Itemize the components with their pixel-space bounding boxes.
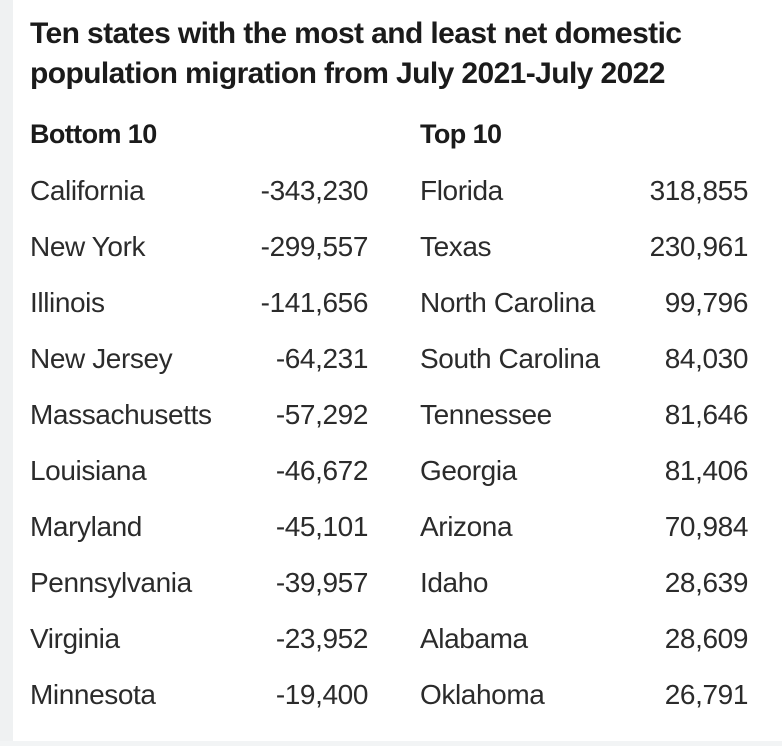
table-row: Minnesota -19,400	[30, 667, 368, 723]
table-columns: Bottom 10 California -343,230 New York -…	[30, 119, 758, 723]
migration-value: 99,796	[664, 287, 749, 319]
top-10-rows: Florida 318,855 Texas 230,961 North Caro…	[420, 163, 748, 723]
migration-value: 81,646	[664, 399, 749, 431]
state-name: Virginia	[30, 623, 120, 655]
state-name: Pennsylvania	[30, 567, 192, 599]
table-row: New Jersey -64,231	[30, 331, 368, 387]
migration-value: -343,230	[260, 175, 369, 207]
migration-value: -141,656	[260, 287, 369, 319]
migration-value: -64,231	[275, 343, 369, 375]
table-row: Idaho 28,639	[420, 555, 748, 611]
state-name: New Jersey	[30, 343, 173, 375]
bottom-10-column: Bottom 10 California -343,230 New York -…	[30, 119, 368, 723]
migration-value: 81,406	[664, 455, 749, 487]
state-name: Alabama	[420, 623, 528, 655]
table-row: Illinois -141,656	[30, 275, 368, 331]
table-row: Oklahoma 26,791	[420, 667, 748, 723]
state-name: Tennessee	[420, 399, 552, 431]
table-row: Georgia 81,406	[420, 443, 748, 499]
migration-value: -299,557	[260, 231, 369, 263]
state-name: Oklahoma	[420, 679, 545, 711]
table-row: North Carolina 99,796	[420, 275, 748, 331]
page-title: Ten states with the most and least net d…	[30, 17, 682, 90]
state-name: North Carolina	[420, 287, 595, 319]
migration-value: -46,672	[275, 455, 369, 487]
migration-value: -19,400	[275, 679, 369, 711]
state-name: Massachusetts	[30, 399, 212, 431]
column-header-top-10: Top 10	[420, 119, 502, 150]
migration-value: -23,952	[275, 623, 369, 655]
migration-value: -39,957	[275, 567, 369, 599]
state-name: Texas	[420, 231, 492, 263]
table-row: Louisiana -46,672	[30, 443, 368, 499]
content-area: Ten states with the most and least net d…	[30, 14, 758, 723]
state-name: Illinois	[30, 287, 105, 319]
migration-value: 28,609	[664, 623, 749, 655]
migration-value: -45,101	[275, 511, 369, 543]
table-row: Tennessee 81,646	[420, 387, 748, 443]
migration-value: 230,961	[649, 231, 749, 263]
state-name: Arizona	[420, 511, 513, 543]
table-row: Florida 318,855	[420, 163, 748, 219]
table-row: Virginia -23,952	[30, 611, 368, 667]
table-row: Massachusetts -57,292	[30, 387, 368, 443]
table-row: California -343,230	[30, 163, 368, 219]
table-row: Pennsylvania -39,957	[30, 555, 368, 611]
table-row: Texas 230,961	[420, 219, 748, 275]
migration-value: 318,855	[649, 175, 749, 207]
migration-value: 70,984	[664, 511, 749, 543]
state-name: Idaho	[420, 567, 489, 599]
state-name: Maryland	[30, 511, 142, 543]
state-name: Florida	[420, 175, 503, 207]
state-name: Georgia	[420, 455, 517, 487]
state-name: Louisiana	[30, 455, 147, 487]
table-row: Alabama 28,609	[420, 611, 748, 667]
table-row: Maryland -45,101	[30, 499, 368, 555]
migration-value: 28,639	[664, 567, 749, 599]
bottom-edge-strip	[0, 741, 782, 746]
bottom-10-rows: California -343,230 New York -299,557 Il…	[30, 163, 368, 723]
migration-value: -57,292	[275, 399, 369, 431]
top-10-column: Top 10 Florida 318,855 Texas 230,961	[420, 119, 748, 723]
table-row: Arizona 70,984	[420, 499, 748, 555]
migration-value: 26,791	[664, 679, 749, 711]
state-name: New York	[30, 231, 146, 263]
state-name: California	[30, 175, 145, 207]
left-edge-strip	[0, 0, 13, 746]
column-header-bottom-10: Bottom 10	[30, 119, 157, 150]
table-row: South Carolina 84,030	[420, 331, 748, 387]
state-name: Minnesota	[30, 679, 156, 711]
state-name: South Carolina	[420, 343, 600, 375]
migration-value: 84,030	[664, 343, 749, 375]
table-row: New York -299,557	[30, 219, 368, 275]
